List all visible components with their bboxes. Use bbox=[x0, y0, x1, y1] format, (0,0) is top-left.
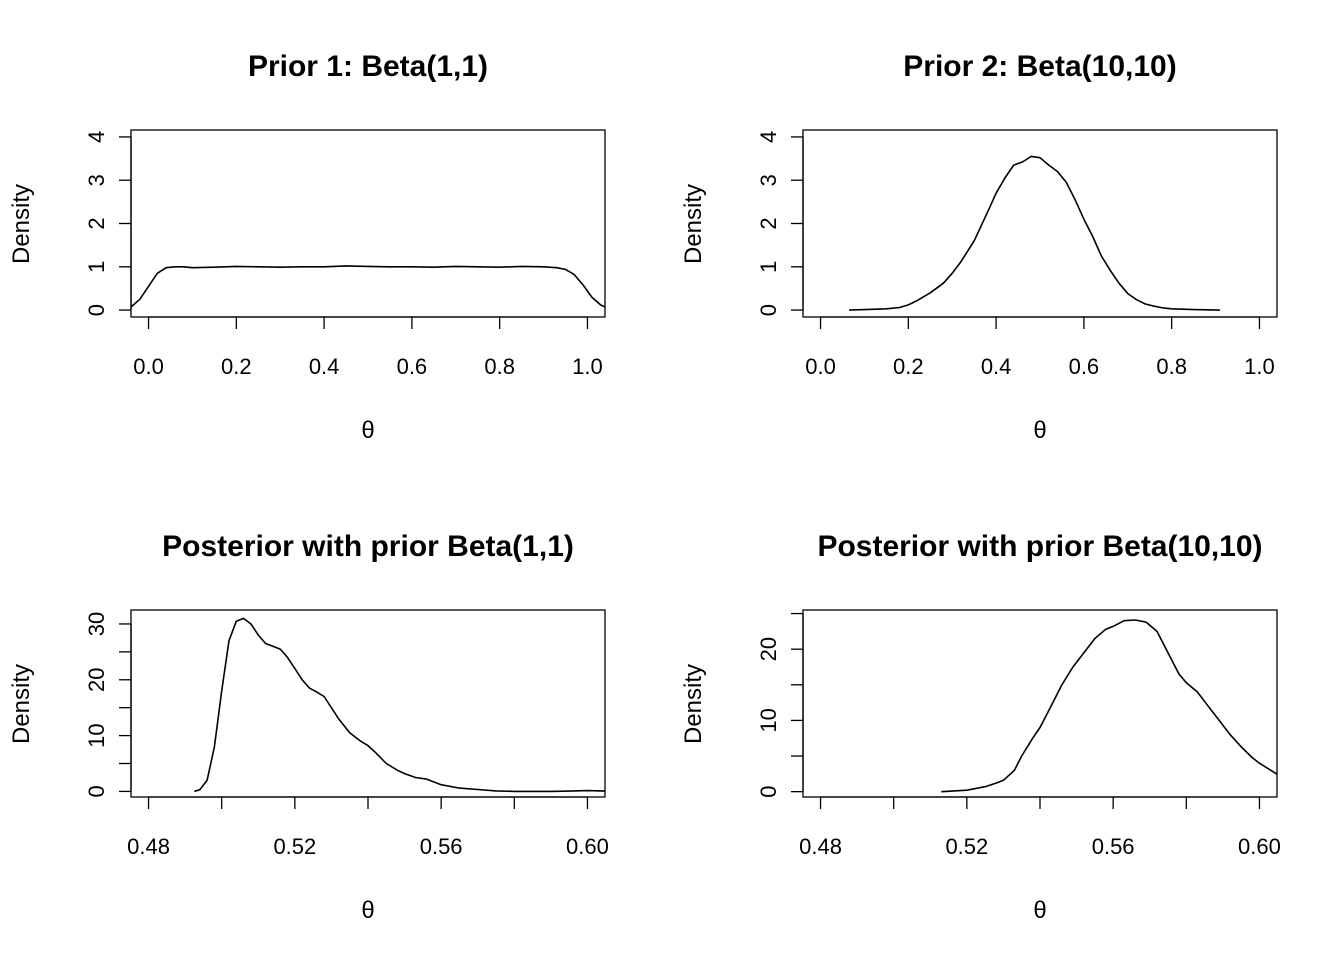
x-axis-label: θ bbox=[1033, 417, 1046, 444]
y-tick-label: 2 bbox=[756, 217, 781, 229]
x-tick-label: 0.2 bbox=[893, 354, 924, 379]
x-axis-label: θ bbox=[1033, 897, 1046, 924]
panel-prior-1: Prior 1: Beta(1,1) Density θ 0.0 0.2 0.4 0.… bbox=[8, 50, 606, 444]
x-tick-label: 0.8 bbox=[484, 354, 515, 379]
y-tick-label: 4 bbox=[756, 131, 781, 143]
y-tick-label: 3 bbox=[756, 174, 781, 186]
x-tick-label: 0.6 bbox=[397, 354, 428, 379]
plot-frame bbox=[130, 609, 606, 798]
y-axis-label: Density bbox=[680, 184, 707, 264]
density-curve bbox=[131, 265, 605, 308]
panel-title: Posterior with prior Beta(1,1) bbox=[162, 530, 574, 563]
panel-posterior-1: Posterior with prior Beta(1,1) Density θ… bbox=[8, 530, 609, 924]
x-tick-label: 0.60 bbox=[566, 834, 609, 859]
y-tick-label: 0 bbox=[756, 786, 781, 798]
x-tick-label: 0.0 bbox=[133, 354, 164, 379]
y-tick-label: 20 bbox=[84, 668, 109, 692]
y-axis-label: Density bbox=[8, 184, 35, 264]
plot-frame bbox=[130, 129, 606, 318]
x-axis-label: θ bbox=[361, 417, 374, 444]
y-tick-label: 20 bbox=[756, 637, 781, 661]
density-curve bbox=[194, 617, 605, 793]
y-tick-label: 1 bbox=[756, 261, 781, 273]
x-tick-label: 0.52 bbox=[273, 834, 316, 859]
x-tick-label: 1.0 bbox=[572, 354, 603, 379]
y-axis-label: Density bbox=[680, 664, 707, 744]
y-axis-label: Density bbox=[8, 664, 35, 744]
panel-prior-2: Prior 2: Beta(10,10) Density θ 0.0 0.2 0.4… bbox=[680, 50, 1278, 444]
x-tick-label: 0.56 bbox=[1092, 834, 1135, 859]
y-tick-label: 0 bbox=[756, 304, 781, 316]
x-tick-label: 0.2 bbox=[221, 354, 252, 379]
y-tick-label: 1 bbox=[84, 261, 109, 273]
x-tick-label: 0.52 bbox=[945, 834, 988, 859]
x-tick-label: 0.4 bbox=[981, 354, 1012, 379]
y-tick-label: 10 bbox=[84, 723, 109, 747]
panel-posterior-2: Posterior with prior Beta(10,10) Density… bbox=[680, 530, 1281, 924]
x-tick-label: 0.56 bbox=[420, 834, 463, 859]
panel-title: Posterior with prior Beta(10,10) bbox=[817, 530, 1262, 563]
x-axis-label: θ bbox=[361, 897, 374, 924]
y-tick-label: 4 bbox=[84, 131, 109, 143]
panel-title: Prior 2: Beta(10,10) bbox=[903, 50, 1176, 83]
x-tick-label: 0.48 bbox=[127, 834, 170, 859]
panel-title: Prior 1: Beta(1,1) bbox=[248, 50, 488, 83]
density-curve bbox=[849, 155, 1220, 311]
y-tick-label: 10 bbox=[756, 708, 781, 732]
x-tick-label: 0.6 bbox=[1069, 354, 1100, 379]
y-tick-label: 2 bbox=[84, 217, 109, 229]
y-tick-label: 3 bbox=[84, 174, 109, 186]
y-tick-label: 0 bbox=[84, 785, 109, 797]
x-tick-label: 0.4 bbox=[309, 354, 340, 379]
x-tick-label: 0.48 bbox=[799, 834, 842, 859]
x-tick-label: 1.0 bbox=[1244, 354, 1275, 379]
x-tick-label: 0.8 bbox=[1156, 354, 1187, 379]
x-tick-label: 0.0 bbox=[805, 354, 836, 379]
density-curve bbox=[941, 619, 1277, 793]
y-tick-label: 0 bbox=[84, 304, 109, 316]
x-tick-label: 0.60 bbox=[1238, 834, 1281, 859]
y-tick-label: 30 bbox=[84, 612, 109, 636]
